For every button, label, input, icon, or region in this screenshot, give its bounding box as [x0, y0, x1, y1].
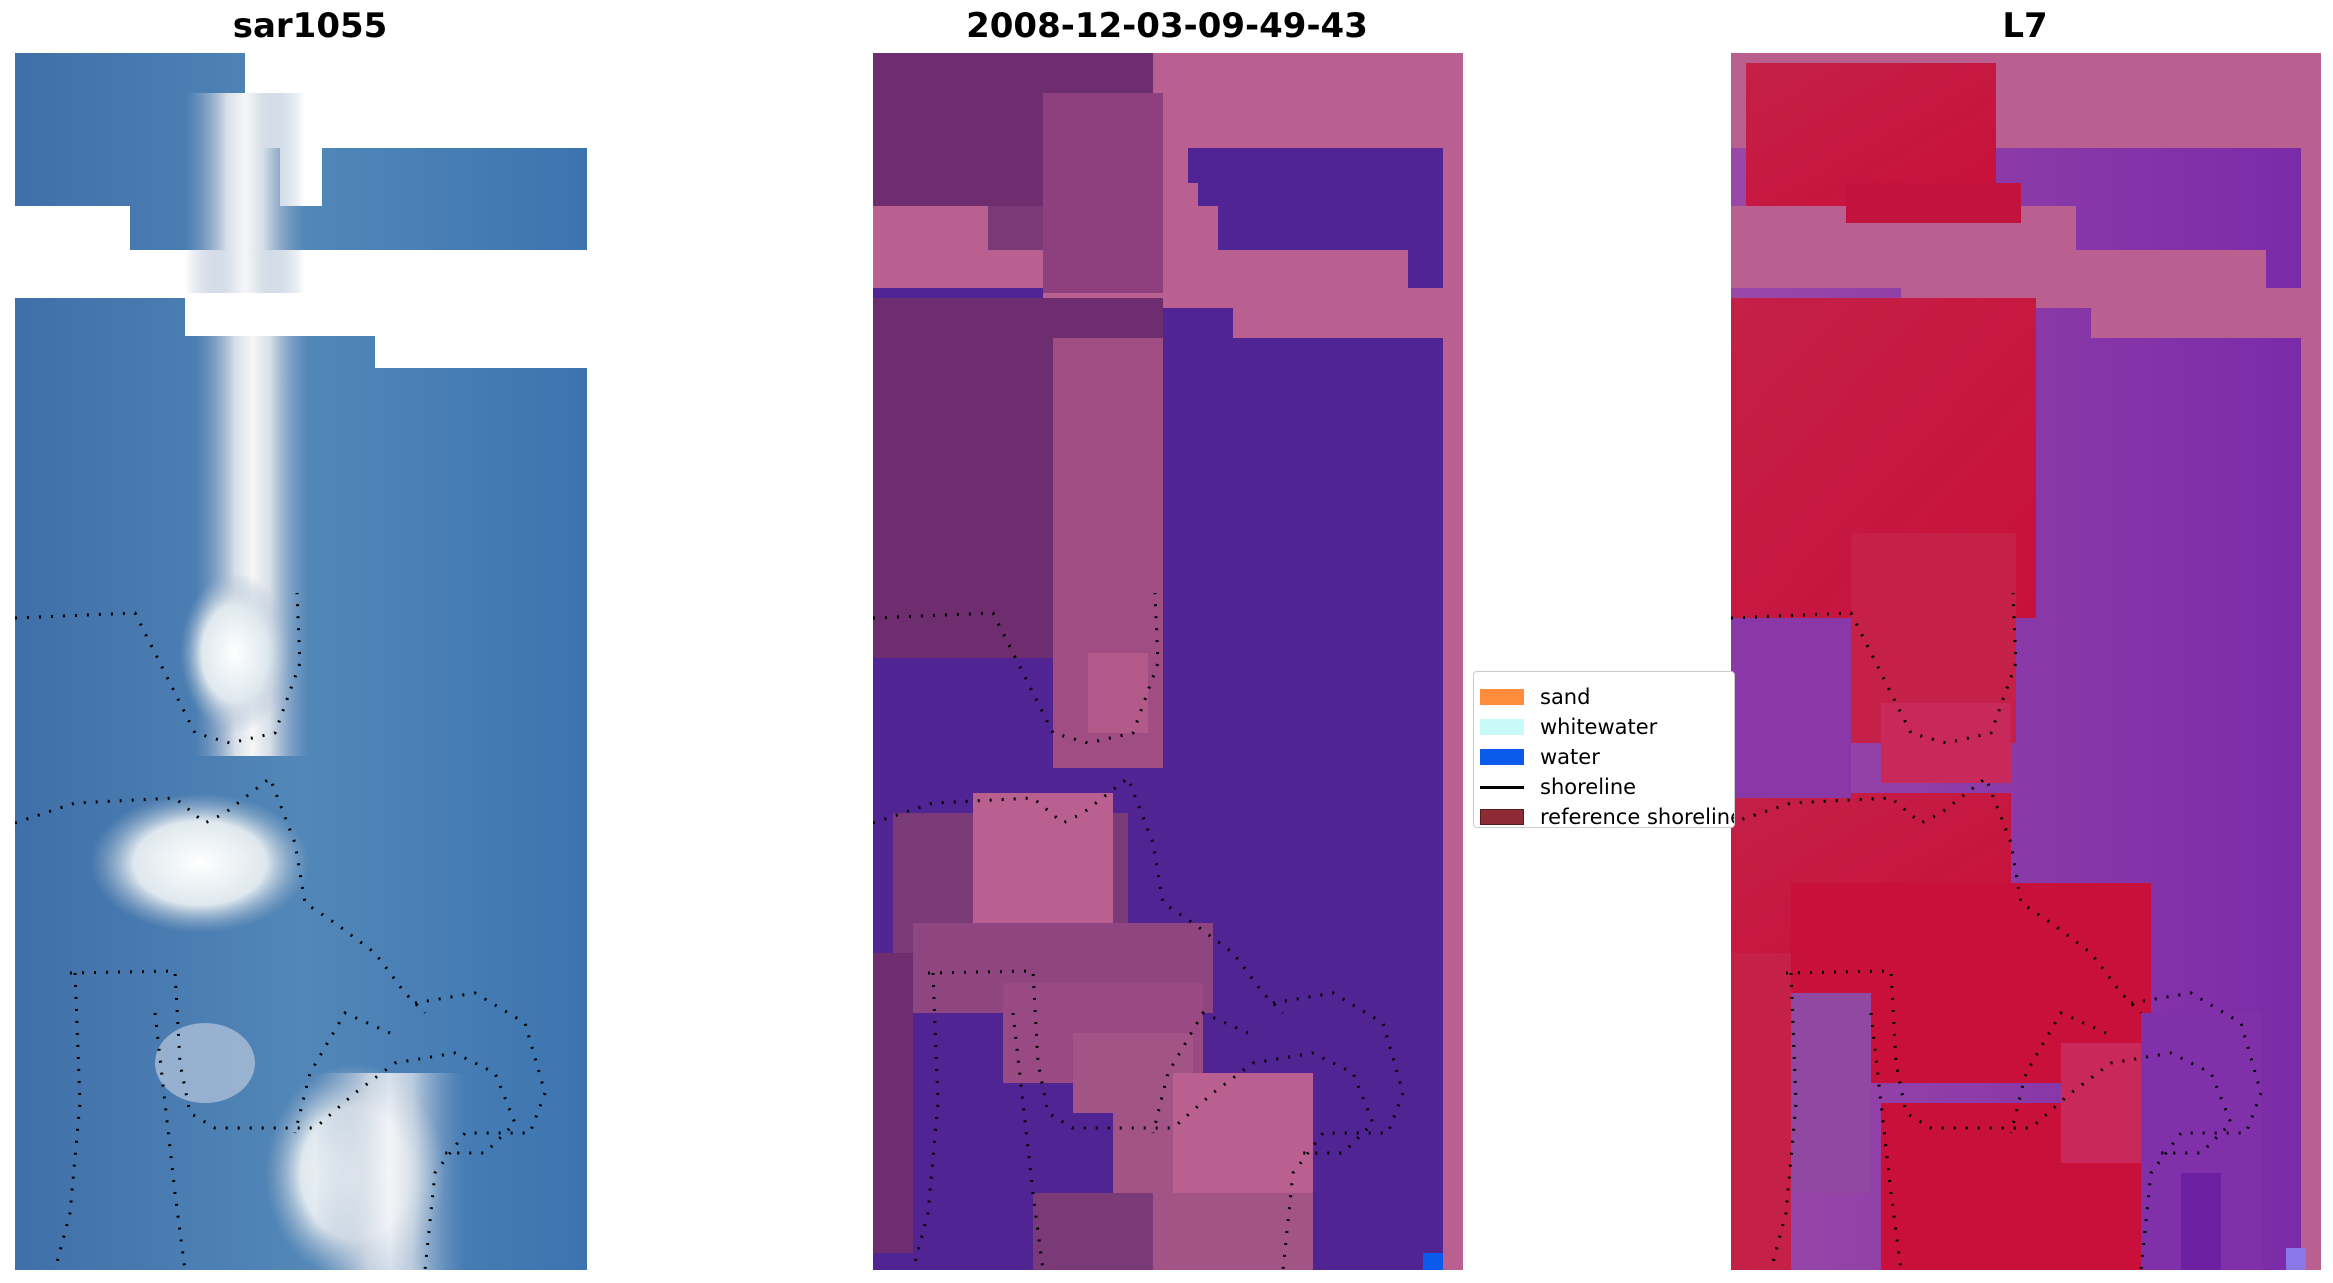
legend-line-shoreline — [1480, 785, 1524, 789]
legend-label-sand: sand — [1540, 685, 1591, 709]
legend-label-whitewater: whitewater — [1540, 715, 1658, 739]
legend-item-shoreline: shoreline — [1480, 775, 1636, 799]
panel-title-l7: L7 — [2002, 6, 2048, 46]
legend-swatch-water — [1480, 749, 1524, 765]
legend-swatch-sand — [1480, 689, 1524, 705]
legend: sand whitewater water shoreline referenc… — [1473, 671, 1735, 828]
rgb-image — [15, 53, 587, 1270]
legend-item-whitewater: whitewater — [1480, 715, 1657, 739]
legend-label-reference-shoreline: reference shoreline — [1540, 805, 1735, 828]
legend-label-water: water — [1540, 745, 1600, 769]
panel-title-rgb: sar1055 — [232, 6, 388, 46]
legend-item-reference-shoreline: reference shoreline — [1480, 805, 1735, 828]
legend-item-sand: sand — [1480, 685, 1590, 709]
classified-image — [873, 53, 1463, 1270]
legend-item-water: water — [1480, 745, 1600, 769]
legend-swatch-reference-shoreline — [1480, 809, 1524, 825]
legend-swatch-whitewater — [1480, 719, 1524, 735]
panel-title-classified: 2008-12-03-09-49-43 — [966, 6, 1368, 46]
l7-image — [1731, 53, 2321, 1270]
legend-label-shoreline: shoreline — [1540, 775, 1637, 799]
